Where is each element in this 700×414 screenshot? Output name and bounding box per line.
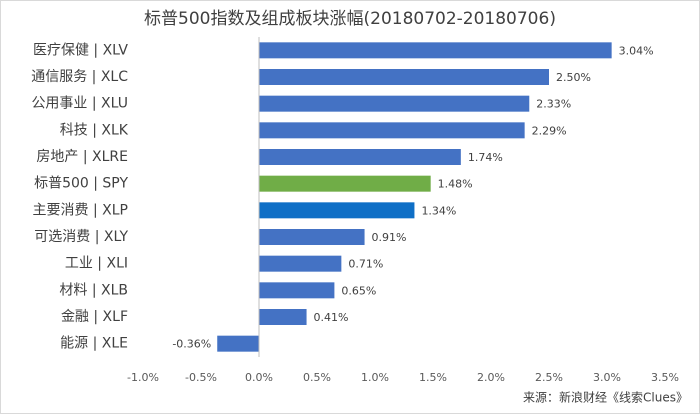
y-tick-label: 标普500 | SPY	[34, 176, 128, 192]
y-tick-label: 工业 | XLI	[65, 256, 128, 272]
x-tick-label: 1.0%	[361, 371, 389, 384]
x-tick-label: 2.5%	[535, 371, 563, 384]
bar	[259, 69, 549, 85]
bar	[259, 202, 415, 219]
value-label: 0.65%	[341, 284, 376, 297]
value-label: 1.74%	[468, 151, 503, 164]
bar	[259, 229, 365, 245]
y-tick-label: 能源 | XLE	[60, 336, 128, 352]
value-label: 0.91%	[372, 231, 407, 244]
x-tick-label: 1.5%	[419, 371, 447, 384]
bar	[259, 95, 530, 112]
x-tick-label: 2.0%	[477, 371, 505, 384]
y-tick-label: 材料 | XLB	[59, 282, 128, 298]
value-label: 1.34%	[421, 204, 456, 217]
value-label: 1.48%	[438, 178, 473, 191]
bar	[259, 175, 431, 192]
x-tick-label: -1.0%	[127, 371, 159, 384]
bar	[217, 335, 259, 352]
y-tick-label: 可选消费 | XLY	[34, 229, 128, 245]
y-tick-label: 医疗保健 | XLV	[33, 42, 128, 58]
value-label: 0.71%	[348, 258, 383, 271]
x-tick-label: 3.0%	[593, 371, 621, 384]
y-tick-label: 主要消费 | XLP	[33, 202, 128, 218]
x-tick-label: 3.5%	[651, 371, 679, 384]
value-label: 2.29%	[532, 124, 567, 137]
bar	[259, 309, 307, 325]
value-label: 0.41%	[314, 311, 349, 324]
value-label: 3.04%	[619, 44, 654, 57]
bar	[259, 282, 335, 299]
x-tick-label: 0.0%	[245, 371, 273, 384]
bar	[259, 42, 612, 59]
bar	[259, 255, 342, 272]
y-tick-label: 房地产 | XLRE	[36, 149, 128, 165]
y-tick-label: 科技 | XLK	[60, 122, 129, 138]
value-label: 2.33%	[536, 98, 571, 111]
value-label: 2.50%	[556, 71, 591, 84]
chart-title: 标普500指数及组成板块涨幅(20180702-20180706)	[144, 9, 556, 29]
y-tick-label: 公用事业 | XLU	[31, 96, 128, 112]
y-tick-label: 通信服务 | XLC	[31, 69, 128, 85]
value-label: -0.36%	[172, 338, 211, 351]
x-tick-label: -0.5%	[185, 371, 217, 384]
bar	[259, 122, 525, 139]
source: 来源：新浪财经《线索Clues》	[523, 390, 688, 405]
y-tick-label: 金融 | XLF	[61, 309, 128, 325]
x-tick-label: 0.5%	[303, 371, 331, 384]
bar	[259, 149, 461, 165]
